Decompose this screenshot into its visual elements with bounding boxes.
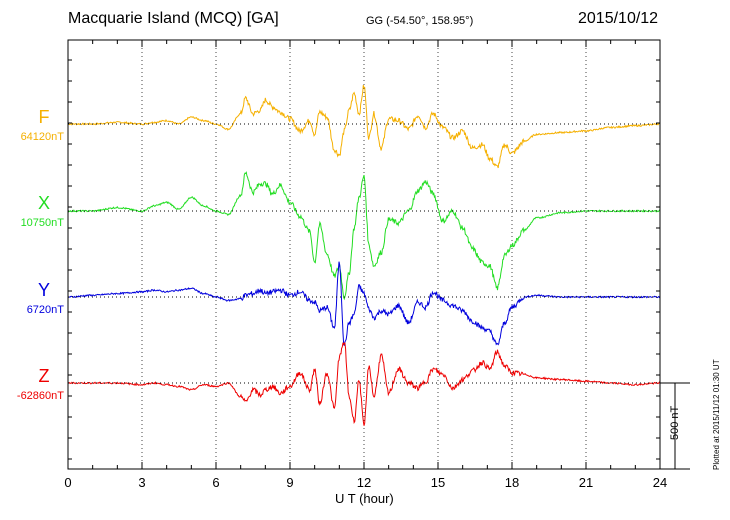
series-label-y: Y [37,280,50,300]
baseline-label-f: 64120nT [20,131,64,143]
scale-bar [660,382,690,470]
series-label-x: X [37,193,50,213]
station-title: Macquarie Island (MCQ) [GA] [68,10,279,27]
x-tick-label: 0 [64,475,71,490]
plotted-timestamp: Plotted at 2015/11/12 01:30 UT [712,359,721,470]
trace-y [67,261,661,346]
series-traces [67,85,661,426]
x-tick-label: 21 [579,475,593,490]
x-tick-label: 3 [138,475,145,490]
x-axis-label: U T (hour) [335,491,394,506]
x-tick-label: 18 [505,475,519,490]
baseline-label-z: -62860nT [16,390,64,402]
x-tick-label: 15 [431,475,445,490]
trace-z [67,342,661,426]
scale-bar-label: 500 nT [669,405,681,440]
station-coordinates: GG (-54.50°, 158.95°) [366,15,474,27]
x-tick-label: 24 [653,475,667,490]
baseline-label-y: 6720nT [26,304,64,316]
trace-x [67,171,661,301]
baseline-lines [68,123,660,384]
series-label-f: F [38,107,50,127]
baseline-label-x: 10750nT [20,217,64,229]
tick-marks [67,40,661,469]
trace-f [67,85,661,169]
series-label-z: Z [38,366,50,386]
x-tick-label: 9 [286,475,293,490]
x-tick-label: 6 [212,475,219,490]
x-tick-label: 12 [357,475,371,490]
plot-date: 2015/10/12 [578,10,659,27]
grid-lines [141,40,587,469]
